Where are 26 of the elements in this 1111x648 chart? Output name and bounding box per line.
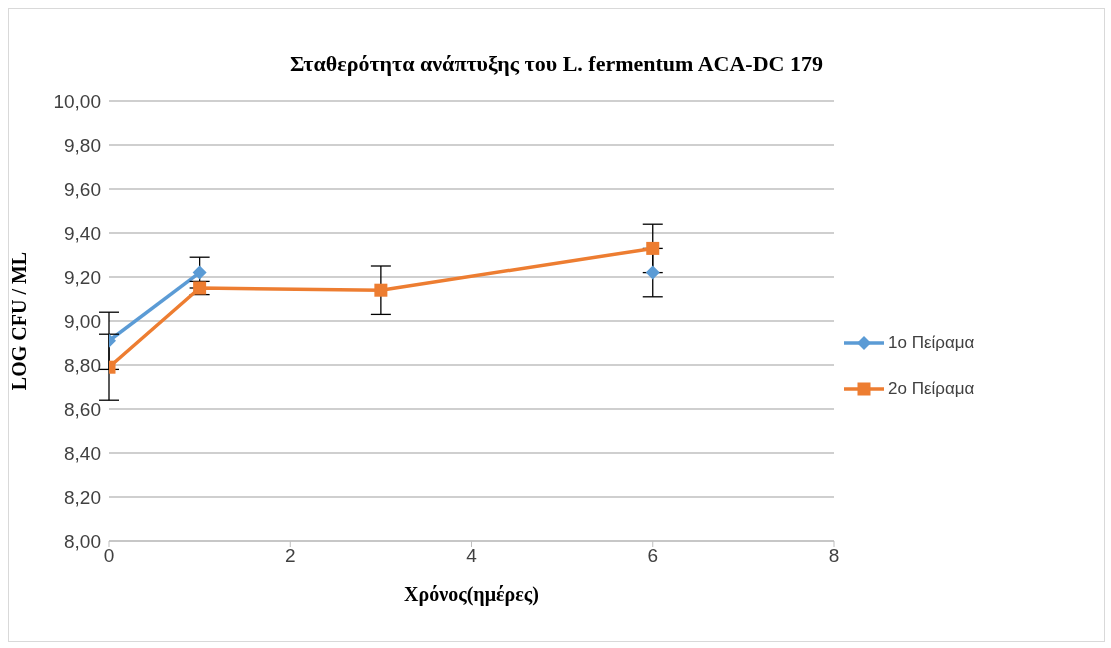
point bbox=[193, 281, 207, 295]
x-tick-label: 0 bbox=[103, 545, 115, 567]
x-axis-title: Χρόνος(ημέρες) bbox=[404, 583, 539, 606]
chart-title: Σταθερότητα ανάπτυξης του L. fermentum ACA-DC 179 bbox=[289, 50, 824, 78]
y-tick-label: 8,40 bbox=[64, 442, 101, 464]
y-tick-label: 10,00 bbox=[53, 90, 101, 112]
x-tick-label: 8 bbox=[828, 545, 840, 567]
y-tick-label: 8,00 bbox=[64, 530, 101, 552]
x-tick-label: 2 bbox=[284, 545, 296, 567]
point bbox=[645, 265, 660, 280]
point bbox=[192, 265, 207, 280]
point bbox=[646, 241, 660, 255]
y-tick-label: 8,80 bbox=[64, 354, 101, 376]
y-tick-label: 9,60 bbox=[64, 178, 101, 200]
point bbox=[374, 283, 388, 297]
legend-label: 1ο Πείραμα bbox=[888, 333, 975, 353]
x-tick-label: 6 bbox=[647, 545, 659, 567]
y-tick-label: 9,20 bbox=[64, 266, 101, 288]
x-tick-label: 4 bbox=[466, 545, 478, 567]
y-tick-label: 8,20 bbox=[64, 486, 101, 508]
y-tick-label: 8,60 bbox=[64, 398, 101, 420]
y-axis-title: LOG CFU / ML bbox=[8, 251, 31, 391]
y-tick-label: 9,40 bbox=[64, 222, 101, 244]
legend-label: 2ο Πείραμα bbox=[888, 379, 975, 399]
y-tick-label: 9,80 bbox=[64, 134, 101, 156]
y-tick-label: 9,00 bbox=[64, 310, 101, 332]
